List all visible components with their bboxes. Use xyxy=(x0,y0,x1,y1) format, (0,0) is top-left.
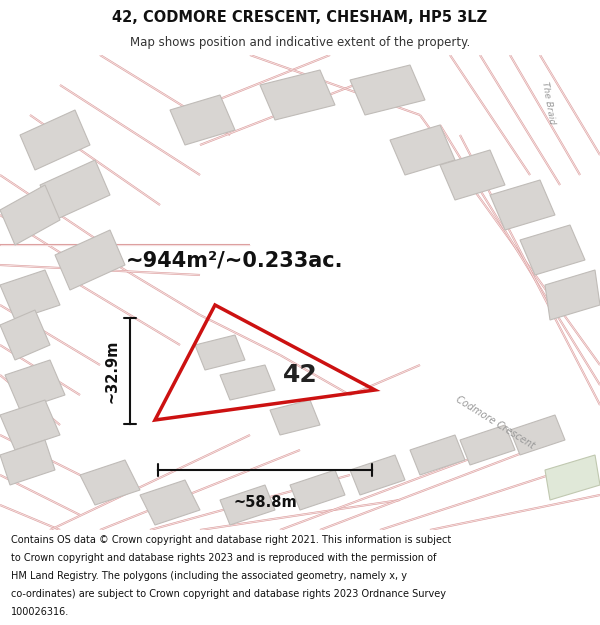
Text: Codmore Crescent: Codmore Crescent xyxy=(454,394,536,451)
Polygon shape xyxy=(220,485,275,525)
Text: 42: 42 xyxy=(283,363,317,387)
Text: co-ordinates) are subject to Crown copyright and database rights 2023 Ordnance S: co-ordinates) are subject to Crown copyr… xyxy=(11,589,446,599)
Polygon shape xyxy=(460,425,515,465)
Polygon shape xyxy=(290,470,345,510)
Polygon shape xyxy=(20,110,90,170)
Polygon shape xyxy=(0,400,60,450)
Polygon shape xyxy=(520,225,585,275)
Polygon shape xyxy=(350,455,405,495)
Polygon shape xyxy=(410,435,465,475)
Polygon shape xyxy=(545,455,600,500)
Polygon shape xyxy=(0,440,55,485)
Text: ~944m²/~0.233ac.: ~944m²/~0.233ac. xyxy=(126,250,344,270)
Text: Map shows position and indicative extent of the property.: Map shows position and indicative extent… xyxy=(130,36,470,49)
Text: HM Land Registry. The polygons (including the associated geometry, namely x, y: HM Land Registry. The polygons (includin… xyxy=(11,571,407,581)
Polygon shape xyxy=(510,415,565,455)
Polygon shape xyxy=(40,160,110,220)
Text: The Braid: The Braid xyxy=(540,81,556,125)
Polygon shape xyxy=(0,270,60,320)
Polygon shape xyxy=(170,95,235,145)
Polygon shape xyxy=(440,150,505,200)
Text: 100026316.: 100026316. xyxy=(11,607,69,617)
Polygon shape xyxy=(260,70,335,120)
Polygon shape xyxy=(195,335,245,370)
Text: Contains OS data © Crown copyright and database right 2021. This information is : Contains OS data © Crown copyright and d… xyxy=(11,535,451,545)
Polygon shape xyxy=(270,400,320,435)
Text: ~32.9m: ~32.9m xyxy=(104,339,119,402)
Polygon shape xyxy=(55,230,125,290)
Polygon shape xyxy=(220,365,275,400)
Polygon shape xyxy=(140,480,200,525)
Polygon shape xyxy=(0,310,50,360)
Text: 42, CODMORE CRESCENT, CHESHAM, HP5 3LZ: 42, CODMORE CRESCENT, CHESHAM, HP5 3LZ xyxy=(112,10,488,25)
Polygon shape xyxy=(5,360,65,410)
Text: ~58.8m: ~58.8m xyxy=(233,495,297,510)
Polygon shape xyxy=(545,270,600,320)
Polygon shape xyxy=(80,460,140,505)
Polygon shape xyxy=(490,180,555,230)
Polygon shape xyxy=(390,125,455,175)
Text: to Crown copyright and database rights 2023 and is reproduced with the permissio: to Crown copyright and database rights 2… xyxy=(11,552,436,562)
Polygon shape xyxy=(350,65,425,115)
Polygon shape xyxy=(0,185,60,245)
